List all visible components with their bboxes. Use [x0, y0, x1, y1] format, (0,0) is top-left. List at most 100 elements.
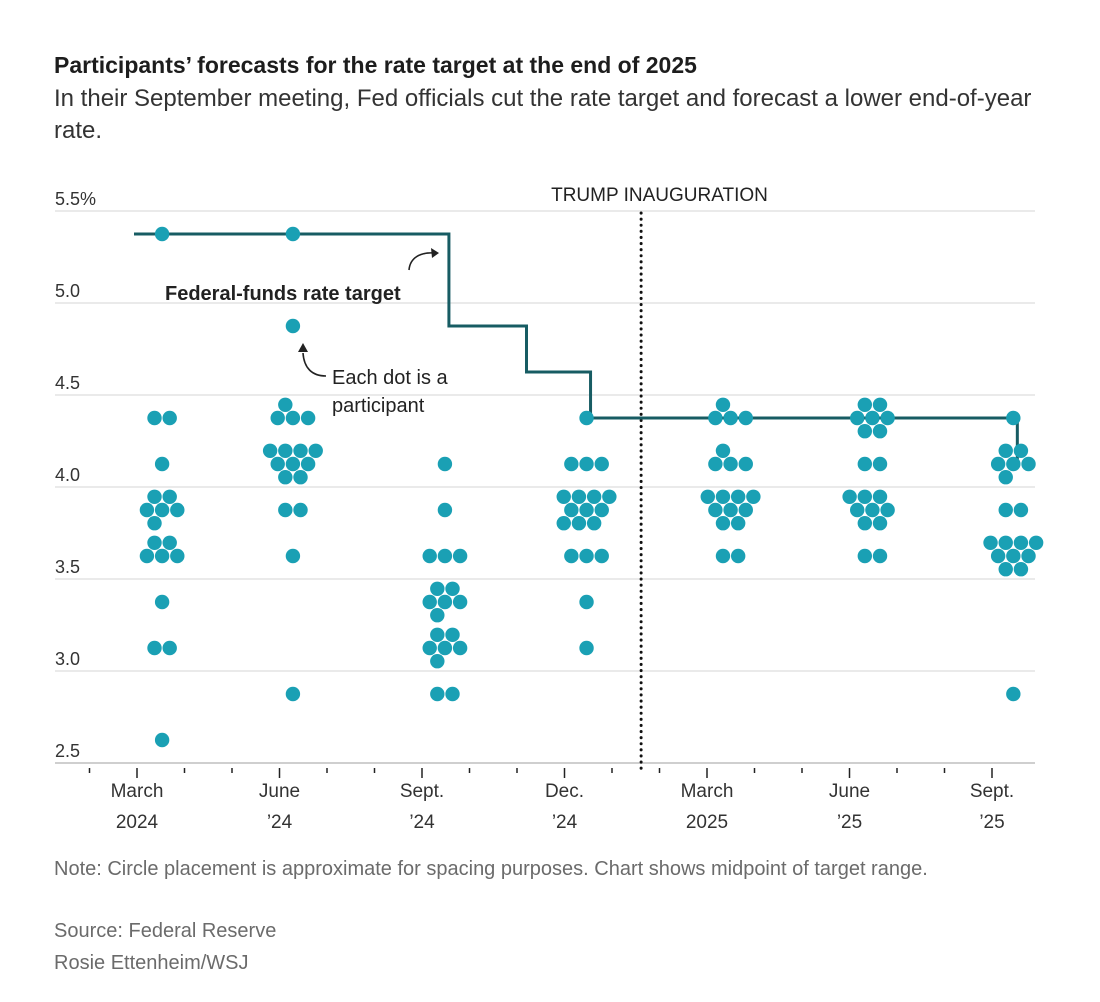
participant-dot — [285, 318, 301, 334]
participant-dot — [154, 226, 170, 242]
participant-dot — [715, 516, 731, 531]
chart-credit: Rosie Ettenheim/WSJ — [54, 952, 249, 974]
participant-dot — [556, 516, 571, 531]
y-tick-label: 5.5% — [55, 189, 96, 209]
participant-dot — [746, 489, 761, 504]
participant-dot — [147, 516, 162, 531]
participant-dot — [1006, 410, 1021, 426]
participant-dot — [154, 594, 170, 610]
participant-dot — [1006, 456, 1021, 472]
participant-dot — [170, 502, 185, 518]
participant-dot — [154, 456, 170, 472]
participant-dot — [872, 516, 888, 531]
participant-dot — [700, 489, 715, 504]
participant-dot — [730, 516, 746, 531]
participant-dot — [170, 548, 185, 564]
participant-dot — [556, 489, 571, 504]
participant-dot — [723, 410, 738, 426]
dot-label-line1: Each dot is a — [332, 367, 449, 389]
participant-dot — [437, 456, 453, 472]
y-tick-label: 4.5 — [55, 373, 80, 393]
arrowhead-icon — [298, 343, 308, 352]
participant-dot — [571, 516, 587, 531]
y-tick-label: 4.0 — [55, 465, 80, 485]
participant-dot — [1006, 686, 1021, 702]
participant-dot — [445, 686, 460, 702]
participant-dot — [1013, 502, 1029, 518]
participant-dot — [445, 627, 460, 642]
x-tick-label: June — [259, 781, 300, 802]
chart-source: Source: Federal Reserve — [54, 920, 277, 942]
x-tick-label: ’24 — [552, 812, 578, 833]
participant-dot — [708, 456, 723, 472]
participant-dot — [1021, 548, 1036, 564]
participant-dot — [430, 608, 445, 623]
participant-dot — [998, 535, 1013, 550]
participant-dot — [285, 548, 301, 564]
chart-title: Participants’ forecasts for the rate tar… — [54, 52, 697, 78]
y-tick-label: 5.0 — [55, 281, 80, 301]
participant-dot — [579, 456, 594, 472]
x-tick-label: March — [681, 781, 734, 802]
participant-dot — [162, 489, 177, 504]
participant-dot — [594, 456, 609, 472]
y-tick-label: 2.5 — [55, 741, 80, 761]
y-tick-label: 3.0 — [55, 649, 80, 669]
participant-dot — [865, 502, 880, 518]
participant-dot — [430, 686, 445, 702]
x-tick-label: June — [829, 781, 870, 802]
participant-dot — [579, 548, 594, 564]
participant-dot — [285, 456, 301, 472]
participant-dot — [300, 456, 316, 472]
participant-dot — [1006, 548, 1021, 564]
participant-dot — [708, 502, 723, 518]
curved-arrow-icon — [302, 352, 327, 377]
participant-dot — [738, 456, 753, 472]
participant-dot — [998, 470, 1013, 485]
participant-dot — [872, 548, 888, 564]
participant-dot — [1028, 535, 1044, 550]
participant-dot — [162, 535, 177, 550]
chart-note: Note: Circle placement is approximate fo… — [54, 858, 928, 880]
participant-dot — [1013, 443, 1029, 458]
chart-subtitle: In their September meeting, Fed official… — [54, 85, 1032, 144]
participant-dot — [998, 443, 1013, 458]
participant-dot — [715, 397, 731, 412]
participant-dot — [430, 581, 445, 596]
participant-dot — [278, 470, 293, 485]
participant-dot — [293, 443, 308, 458]
event-label: TRUMP INAUGURATION — [551, 185, 768, 206]
participant-dot — [708, 410, 723, 426]
participant-dot — [857, 456, 873, 472]
participant-dot — [154, 732, 170, 748]
participant-dot — [872, 489, 888, 504]
participant-dot — [579, 640, 594, 656]
participant-dot — [437, 548, 453, 564]
participant-dot — [147, 489, 162, 504]
participant-dot — [147, 535, 162, 550]
participant-dot — [154, 502, 170, 518]
participant-dot — [564, 456, 579, 472]
participant-dot — [857, 516, 873, 531]
participant-dot — [1013, 535, 1029, 550]
participant-dot — [430, 627, 445, 642]
participant-dot — [139, 548, 155, 564]
participant-dot — [872, 424, 888, 439]
participant-dot — [857, 424, 873, 439]
participant-dot — [983, 535, 998, 550]
participant-dot — [880, 502, 895, 518]
participant-dot — [579, 594, 594, 610]
participant-dot — [285, 686, 301, 702]
participant-dot — [857, 397, 873, 412]
participant-dot — [872, 397, 888, 412]
participant-dot — [998, 562, 1013, 577]
participant-dot — [857, 548, 873, 564]
participant-dot — [564, 502, 579, 518]
participant-dot — [1013, 562, 1029, 577]
participant-dot — [452, 594, 468, 610]
participant-dot — [300, 410, 316, 426]
x-tick-label: ’24 — [409, 812, 435, 833]
line-label: Federal-funds rate target — [165, 283, 401, 305]
participant-dot — [730, 489, 746, 504]
participant-dot — [308, 443, 323, 458]
